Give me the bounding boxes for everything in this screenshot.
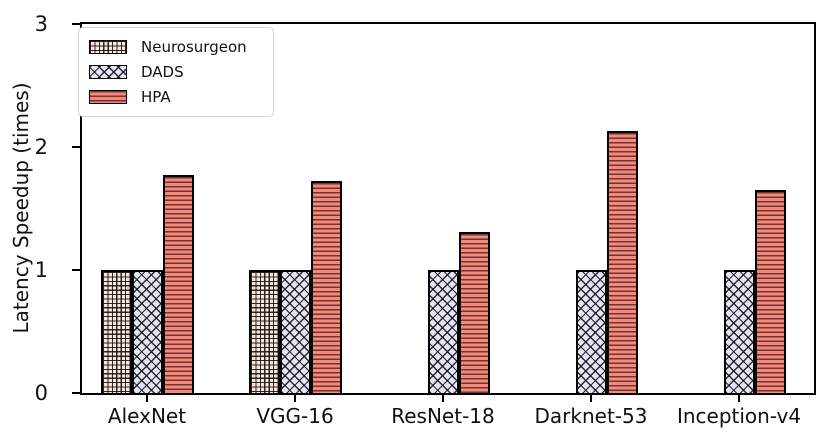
bar-hpa-inception-v4 xyxy=(754,190,786,393)
legend-label: DADS xyxy=(141,62,184,81)
x-tick-label-resnet-18: ResNet-18 xyxy=(391,404,495,428)
x-tick-mark xyxy=(146,395,148,402)
y-axis-label: Latency Speedup (times) xyxy=(9,82,33,334)
x-tick-mark xyxy=(442,395,444,402)
y-tick-mark xyxy=(72,23,80,25)
x-tick-label-darknet-53: Darknet-53 xyxy=(534,404,648,428)
plot-area xyxy=(80,22,816,395)
y-tick-mark xyxy=(72,146,80,148)
legend-swatch-xhatch-icon xyxy=(89,64,127,79)
y-tick-mark xyxy=(72,392,80,394)
legend-item-hpa: HPA xyxy=(89,88,263,106)
y-tick-label: 3 xyxy=(34,12,48,36)
y-tick-label: 2 xyxy=(34,135,48,159)
bar-dads-inception-v4 xyxy=(723,270,755,393)
legend-item-dads: DADS xyxy=(89,63,263,81)
y-tick-label: 1 xyxy=(34,258,48,282)
bar-dads-resnet-18 xyxy=(427,270,459,393)
y-tick-mark xyxy=(72,269,80,271)
x-tick-label-inception-v4: Inception-v4 xyxy=(676,404,802,428)
x-tick-mark xyxy=(294,395,296,402)
bar-neurosurgeon-alexnet xyxy=(100,270,132,393)
x-tick-mark xyxy=(738,395,740,402)
y-tick-label: 0 xyxy=(34,381,48,405)
bar-hpa-alexnet xyxy=(162,175,194,393)
legend-item-neurosurgeon: Neurosurgeon xyxy=(89,38,263,56)
x-tick-label-vgg-16: VGG-16 xyxy=(256,404,334,428)
legend: Neurosurgeon DADS HPA xyxy=(78,27,274,117)
bar-dads-alexnet xyxy=(131,270,163,393)
bar-dads-darknet-53 xyxy=(575,270,607,393)
bar-hpa-darknet-53 xyxy=(606,131,638,393)
legend-swatch-grid-icon xyxy=(89,39,127,54)
x-tick-label-alexnet: AlexNet xyxy=(107,404,187,428)
bar-dads-vgg-16 xyxy=(279,270,311,393)
legend-swatch-hlines-icon xyxy=(89,90,127,105)
legend-label: HPA xyxy=(141,88,171,107)
bar-hpa-vgg-16 xyxy=(310,181,342,393)
legend-label: Neurosurgeon xyxy=(141,37,247,56)
bar-hpa-resnet-18 xyxy=(458,232,490,393)
x-tick-mark xyxy=(590,395,592,402)
bar-neurosurgeon-vgg-16 xyxy=(248,270,280,393)
